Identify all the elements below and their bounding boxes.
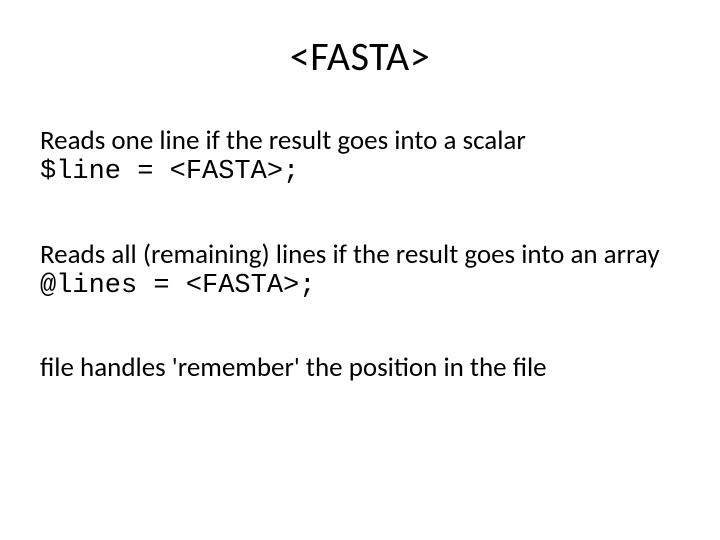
slide-body: Reads one line if the result goes into a…: [40, 125, 680, 384]
array-code: @lines = <FASTA>;: [40, 271, 680, 303]
slide: <FASTA> Reads one line if the result goe…: [0, 0, 720, 540]
paragraph-remember: file handles 'remember' the position in …: [40, 352, 680, 384]
scalar-code: $line = <FASTA>;: [40, 157, 680, 189]
slide-title: <FASTA>: [40, 32, 680, 81]
paragraph-array: Reads all (remaining) lines if the resul…: [40, 239, 680, 303]
remember-text: file handles 'remember' the position in …: [40, 352, 680, 384]
array-description: Reads all (remaining) lines if the resul…: [40, 239, 680, 271]
scalar-description: Reads one line if the result goes into a…: [40, 125, 680, 157]
paragraph-scalar: Reads one line if the result goes into a…: [40, 125, 680, 189]
